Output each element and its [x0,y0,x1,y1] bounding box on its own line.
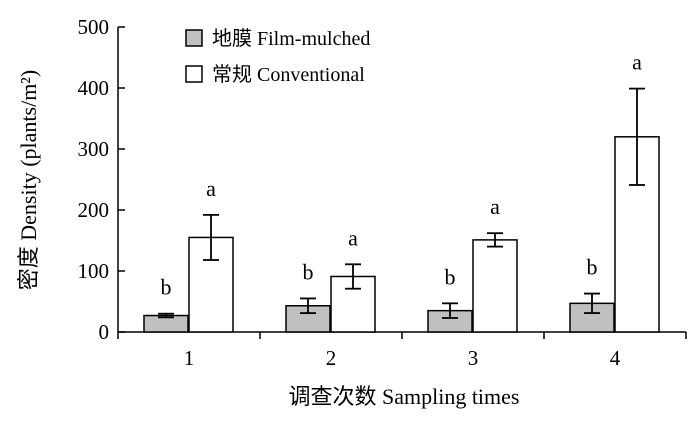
significance-label: a [632,50,642,75]
significance-labels: b a b a b a b a [161,50,643,300]
legend-label: 地膜 Film-mulched [212,27,370,50]
y-tick-label: 100 [78,259,110,283]
legend-swatch [185,29,203,47]
significance-label: b [445,264,456,289]
legend: 地膜 Film-mulched 常规 Conventional [185,27,370,86]
legend-swatch [185,65,203,83]
x-ticks: 1 2 3 4 [117,332,687,370]
x-axis-label: 调查次数 Sampling times [288,384,519,409]
y-ticks: 0 100 200 300 400 500 [78,15,125,344]
legend-label: 常规 Conventional [212,63,365,86]
y-tick-label: 400 [78,76,110,100]
bars [143,136,660,333]
bar-conventional [472,239,518,333]
x-tick-label: 3 [468,346,479,370]
error-bars [158,87,645,319]
x-tick-label: 4 [610,346,621,370]
significance-label: a [348,225,358,250]
significance-label: a [490,194,500,219]
significance-label: a [206,176,216,201]
significance-label: b [587,255,598,280]
y-tick-label: 200 [78,198,110,222]
significance-label: b [161,275,172,300]
significance-label: b [303,259,314,284]
x-tick-label: 1 [184,346,195,370]
y-tick-label: 500 [78,15,110,39]
y-tick-label: 300 [78,137,110,161]
x-tick-label: 2 [326,346,337,370]
y-tick-label: 0 [99,320,110,344]
y-axis-label: 密度 Density (plants/m²) [16,70,41,290]
